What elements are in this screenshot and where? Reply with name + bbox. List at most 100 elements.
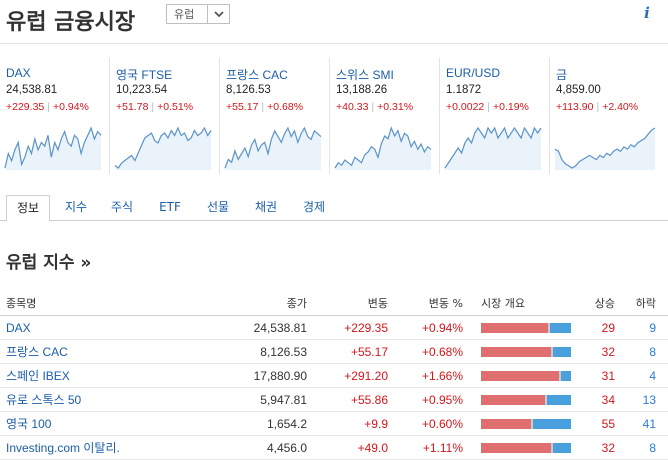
index-change-pct: +0.60% xyxy=(421,417,463,431)
tab-etf[interactable]: ETF xyxy=(159,200,181,214)
tab-info[interactable]: 정보 xyxy=(6,195,50,222)
ticker-change-value: +40.33 xyxy=(336,101,369,113)
declining-count: 8 xyxy=(649,441,656,455)
sparkline-area xyxy=(115,128,211,170)
ticker-price: 24,538.81 xyxy=(6,84,58,96)
sparkline-area xyxy=(335,128,431,170)
ticker-card[interactable]: 금 4,859.00 +113.90 | +2.40% xyxy=(549,58,661,174)
index-name-link[interactable]: Investing.com 이탈리. xyxy=(6,441,120,455)
ticker-change-value: +229.35 xyxy=(6,101,45,113)
sparkline-line xyxy=(444,126,542,169)
page-header: 유럽 금융시장 유럽 i xyxy=(0,0,668,44)
advancing-count: 32 xyxy=(601,345,615,359)
market-overview-bar xyxy=(481,412,571,436)
ticker-change: +229.35 | +0.94% xyxy=(6,101,89,113)
index-change: +291.20 xyxy=(344,369,388,383)
declining-count: 4 xyxy=(649,369,656,383)
ticker-change: +0.0022 | +0.19% xyxy=(446,101,529,113)
sparkline-chart xyxy=(554,127,656,170)
index-change: +9.9 xyxy=(364,417,388,431)
ticker-name[interactable]: 스위스 SMI xyxy=(336,68,394,82)
ticker-price: 4,859.00 xyxy=(556,84,601,96)
advancing-count: 29 xyxy=(601,321,615,335)
declining-bar xyxy=(533,419,571,429)
sparkline-area xyxy=(225,128,321,170)
ticker-change-value: +0.0022 xyxy=(446,101,485,113)
ticker-price: 1.1872 xyxy=(446,84,482,96)
ticker-change-pct: +0.31% xyxy=(377,101,414,113)
region-select[interactable]: 유럽 xyxy=(166,4,230,24)
tab-indices[interactable]: 지수 xyxy=(64,200,88,214)
ticker-name[interactable]: 프랑스 CAC xyxy=(226,68,288,82)
sparkline-line xyxy=(554,127,656,169)
declining-count: 9 xyxy=(649,321,656,335)
advancing-count: 32 xyxy=(601,441,615,455)
ticker-name[interactable]: EUR/USD xyxy=(446,66,501,80)
table-row[interactable]: 프랑스 CAC 8,126.53 +55.17 +0.68% 32 8 xyxy=(0,340,668,364)
sparkline-line xyxy=(334,126,432,169)
info-icon[interactable]: i xyxy=(644,4,650,22)
unchanged-bar xyxy=(551,347,553,357)
ticker-card[interactable]: EUR/USD 1.1872 +0.0022 | +0.19% xyxy=(439,58,542,174)
index-price: 8,126.53 xyxy=(260,345,307,359)
index-name-link[interactable]: DAX xyxy=(6,321,31,335)
table-row[interactable]: Investing.com 이탈리. 4,456.0 +49.0 +1.11% 32 8 xyxy=(0,436,668,460)
index-name-link[interactable]: 스페인 IBEX xyxy=(6,369,70,383)
tab-economy[interactable]: 경제 xyxy=(302,200,326,214)
tab-futures[interactable]: 선물 xyxy=(206,200,230,214)
ticker-strip: DAX 24,538.81 +229.35 | +0.94% 영국 FTSE 10,… xyxy=(0,58,668,174)
index-change: +229.35 xyxy=(344,321,388,335)
table-row[interactable]: 스페인 IBEX 17,880.90 +291.20 +1.66% 31 4 xyxy=(0,364,668,388)
index-price: 4,456.0 xyxy=(266,441,307,455)
index-name-link[interactable]: 유로 스톡스 50 xyxy=(6,393,82,407)
col-header-advancing: 상승 xyxy=(594,297,615,310)
market-overview-bar xyxy=(481,316,571,340)
table-row[interactable]: 유로 스톡스 50 5,947.81 +55.86 +0.95% 34 13 xyxy=(0,388,668,412)
col-header-change: 변동 xyxy=(367,297,388,310)
index-name-link[interactable]: 영국 100 xyxy=(6,417,52,431)
advancing-count: 55 xyxy=(601,417,615,431)
declining-count: 13 xyxy=(642,393,656,407)
market-overview-bar xyxy=(481,388,571,412)
sparkline-chart xyxy=(114,126,212,170)
table-header: 종목명 종가 변동 변동 % 시장 개요 상승 하락 xyxy=(0,292,668,316)
section-title-link[interactable]: 유럽 지수 » xyxy=(6,253,92,273)
ticker-change: +40.33 | +0.31% xyxy=(336,101,414,113)
index-change-pct: +0.95% xyxy=(421,393,463,407)
chevron-down-icon[interactable] xyxy=(207,5,229,23)
ticker-card[interactable]: 스위스 SMI 13,188.26 +40.33 | +0.31% xyxy=(329,58,432,174)
market-overview-bar xyxy=(481,340,571,364)
sparkline-line xyxy=(114,126,212,169)
declining-bar xyxy=(553,347,571,357)
tab-bar: 정보 지수 주식 ETF 선물 채권 경제 xyxy=(0,195,668,222)
table-row[interactable]: DAX 24,538.81 +229.35 +0.94% 29 9 xyxy=(0,316,668,340)
table-row[interactable]: 영국 100 1,654.2 +9.9 +0.60% 55 41 xyxy=(0,412,668,436)
unchanged-bar xyxy=(545,395,547,405)
ticker-change-pct: +0.68% xyxy=(267,101,304,113)
ticker-name[interactable]: 영국 FTSE xyxy=(116,68,173,82)
index-name-link[interactable]: 프랑스 CAC xyxy=(6,345,68,359)
ticker-card[interactable]: DAX 24,538.81 +229.35 | +0.94% xyxy=(0,58,102,174)
ticker-name[interactable]: DAX xyxy=(6,66,31,80)
ticker-change-value: +113.90 xyxy=(556,101,594,113)
ticker-change: +113.90 | +2.40% xyxy=(556,101,639,113)
sparkline-line xyxy=(4,126,102,169)
declining-bar xyxy=(561,371,571,381)
ticker-change-value: +51.78 xyxy=(116,101,149,113)
declining-bar xyxy=(550,323,571,333)
ticker-name[interactable]: 금 xyxy=(556,68,568,82)
index-change: +49.0 xyxy=(357,441,388,455)
tab-stocks[interactable]: 주식 xyxy=(110,200,134,214)
ticker-change-pct: +0.94% xyxy=(52,101,89,113)
sparkline-chart xyxy=(4,126,102,170)
index-change-pct: +0.68% xyxy=(421,345,463,359)
ticker-card[interactable]: 영국 FTSE 10,223.54 +51.78 | +0.51% xyxy=(109,58,212,174)
tab-bonds[interactable]: 채권 xyxy=(254,200,278,214)
sparkline-chart xyxy=(224,126,322,170)
declining-count: 8 xyxy=(649,345,656,359)
declining-bar xyxy=(553,443,571,453)
ticker-card[interactable]: 프랑스 CAC 8,126.53 +55.17 | +0.68% xyxy=(219,58,322,174)
col-header-change-pct: 변동 % xyxy=(428,297,463,310)
declining-bar xyxy=(547,395,571,405)
sparkline-area xyxy=(555,128,655,170)
